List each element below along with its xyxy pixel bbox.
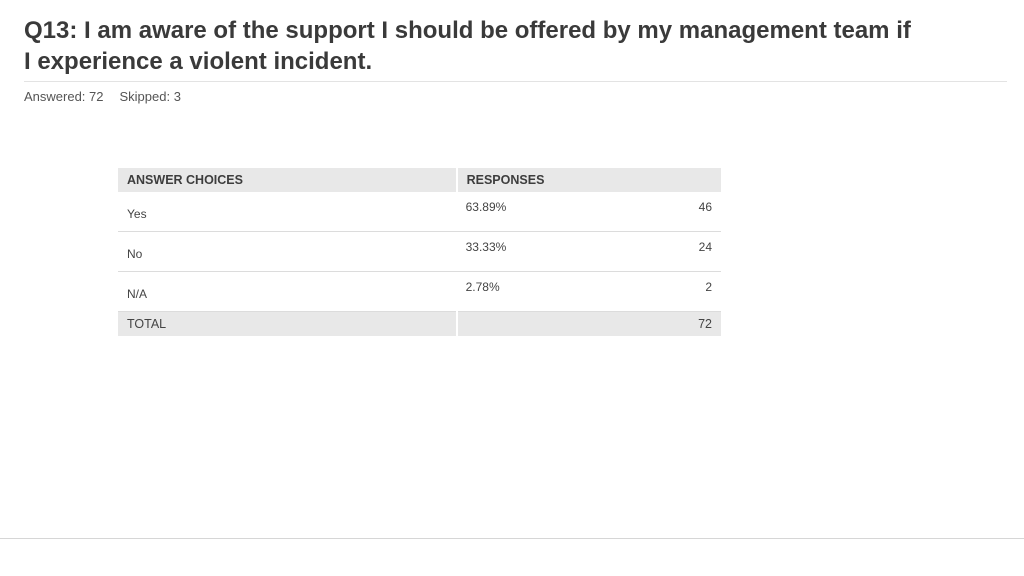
- responses-header: RESPONSES: [456, 168, 721, 192]
- total-row: TOTAL 72: [118, 311, 721, 336]
- table-row: Yes 63.89% 46: [118, 192, 721, 232]
- answer-choice: N/A: [118, 271, 457, 312]
- skipped-count: Skipped: 3: [119, 89, 181, 104]
- response-percent: 2.78%: [456, 271, 669, 312]
- table-row: No 33.33% 24: [118, 231, 721, 272]
- answered-count: Answered: 72: [24, 89, 104, 104]
- answer-choice: No: [118, 231, 457, 272]
- answer-choice: Yes: [118, 192, 457, 232]
- response-percent: 63.89%: [456, 192, 669, 232]
- answer-choices-header: ANSWER CHOICES: [118, 168, 458, 192]
- response-percent: 33.33%: [456, 231, 669, 272]
- response-stats: Answered: 72 Skipped: 3: [24, 89, 181, 104]
- response-count: 46: [668, 192, 721, 232]
- table-header-row: ANSWER CHOICES RESPONSES: [118, 168, 721, 192]
- table-row: N/A 2.78% 2: [118, 271, 721, 312]
- total-label: TOTAL: [118, 311, 458, 336]
- footer-divider: [0, 538, 1024, 539]
- results-table: ANSWER CHOICES RESPONSES Yes 63.89% 46 N…: [118, 168, 721, 336]
- response-count: 24: [668, 231, 721, 272]
- response-count: 2: [668, 271, 721, 312]
- header-divider: [24, 81, 1007, 82]
- question-title: Q13: I am aware of the support I should …: [24, 17, 911, 75]
- total-count: 72: [456, 311, 721, 336]
